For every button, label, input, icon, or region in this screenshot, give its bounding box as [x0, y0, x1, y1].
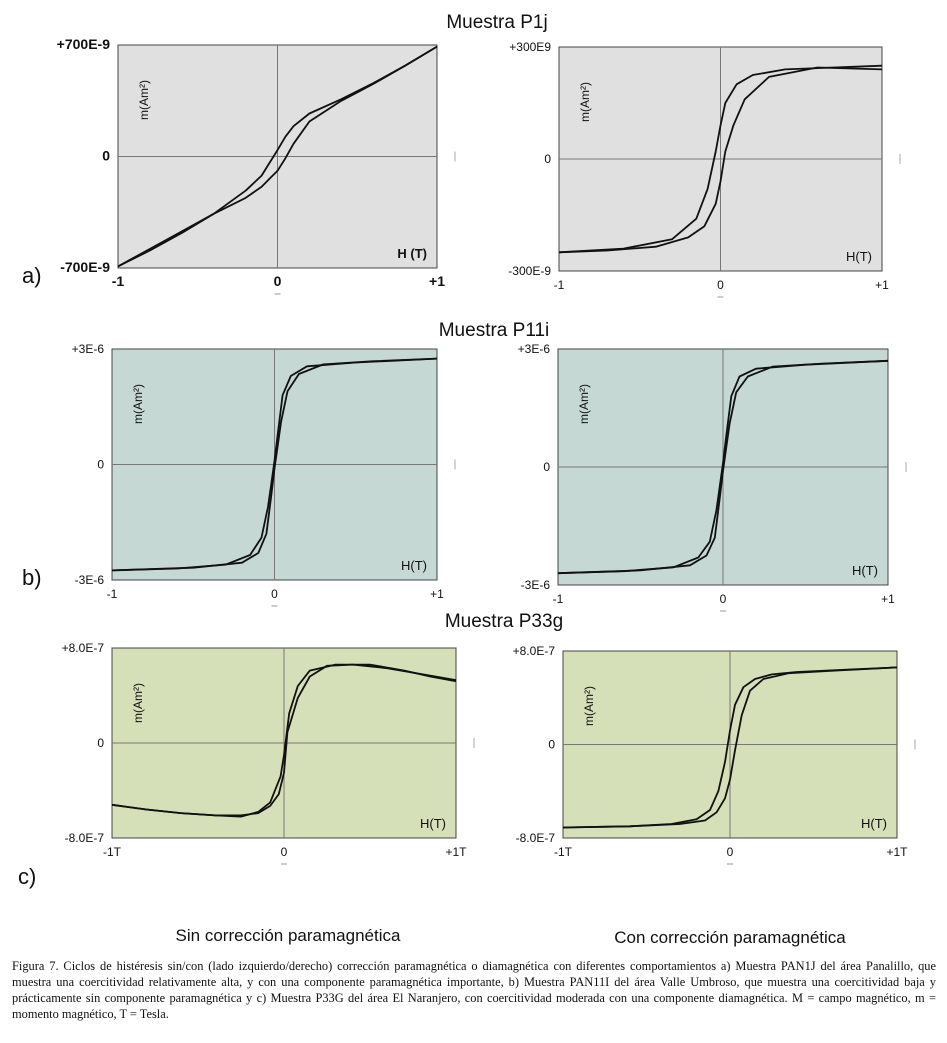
y-tick-label: +700E-9 [57, 36, 111, 52]
row-letter-c: c) [18, 864, 36, 889]
title-muestra-p11i: Muestra P11i [439, 320, 550, 341]
x-tick-label: 0 [271, 587, 278, 601]
row-letter-b: b) [22, 565, 42, 590]
series-line-branch-descending [557, 359, 889, 575]
x-tick-label: -1 [554, 278, 565, 292]
y-axis-label: m(Am²) [137, 80, 151, 120]
y-tick-label: +3E-6 [518, 342, 551, 356]
series-line-branch-ascending [117, 45, 438, 268]
chart-panel-c-right: +8.0E-7 0 -8.0E-7-1T 0 +1T H(T) m(Am²) [513, 644, 916, 865]
y-axis-label: m(Am²) [578, 82, 592, 122]
y-tick-label: +8.0E-7 [513, 644, 556, 658]
x-tick-label: -1T [554, 845, 573, 859]
title-muestra-p1j: Muestra P1j [446, 12, 547, 33]
y-tick-label: 0 [102, 148, 110, 164]
title-muestra-p33g: Muestra P33g [445, 611, 563, 632]
y-tick-label: -300E-9 [508, 264, 551, 278]
y-tick-label: 0 [97, 458, 104, 472]
x-tick-label: 0 [281, 845, 288, 859]
x-tick-label: -1 [553, 592, 564, 606]
chart-panel-a-right: +300E9 0 -300E-9-1 0 +1H(T) m(Am²) [508, 40, 901, 298]
series-line-branch-descending [558, 64, 883, 254]
series-line-branch-ascending [111, 357, 438, 572]
x-tick-label: +1 [881, 592, 895, 606]
figure-caption: Figura 7. Ciclos de histéresis sin/con (… [12, 959, 936, 1021]
y-tick-label: +8.0E-7 [62, 641, 105, 655]
y-tick-label: +300E9 [509, 40, 551, 54]
x-tick-label: +1 [430, 587, 444, 601]
y-tick-label: 0 [543, 460, 550, 474]
x-tick-label: +1 [875, 278, 889, 292]
y-tick-label: 0 [544, 152, 551, 166]
row-letter-a: a) [22, 263, 42, 288]
x-tick-label: 0 [717, 278, 724, 292]
series-line-branch-ascending [111, 663, 457, 817]
hysteresis-figure: Muestra P1j Muestra P11i Muestra P33g a)… [18, 12, 916, 947]
column-label-right: Con corrección paramagnética [614, 928, 846, 947]
y-axis-label: m(Am²) [577, 384, 591, 424]
y-tick-label: +3E-6 [72, 342, 105, 356]
x-tick-label: +1T [886, 845, 908, 859]
y-tick-label: -3E-6 [521, 578, 551, 592]
x-axis-label: H(T) [861, 816, 887, 831]
x-axis-label: H(T) [852, 563, 878, 578]
chart-panel-b-right: +3E-6 0 -3E-6-1 0 +1H(T) m(Am²) [518, 342, 907, 612]
series-line-branch-ascending [557, 359, 889, 575]
x-tick-label: 0 [727, 845, 734, 859]
chart-panel-a-left: +700E-9 0 -700E-9-1 0 +1H (T) m(Am²) [57, 36, 456, 295]
y-tick-label: 0 [97, 736, 104, 750]
y-tick-label: -700E-9 [60, 259, 110, 275]
x-tick-label: +1T [445, 845, 467, 859]
x-axis-label: H(T) [420, 816, 446, 831]
y-tick-label: 0 [548, 738, 555, 752]
column-label-left: Sin corrección paramagnética [176, 926, 401, 945]
x-axis-label: H (T) [397, 246, 427, 261]
series-line-branch-descending [111, 357, 438, 572]
y-tick-label: -3E-6 [75, 573, 105, 587]
x-tick-label: +1 [429, 273, 445, 289]
x-tick-label: -1 [112, 273, 125, 289]
x-tick-label: 0 [274, 273, 282, 289]
y-axis-label: m(Am²) [131, 384, 145, 424]
y-axis-label: m(Am²) [131, 683, 145, 723]
x-tick-label: -1 [107, 587, 118, 601]
y-tick-label: -8.0E-7 [516, 831, 556, 845]
series-line-branch-ascending [562, 666, 898, 829]
series-line-branch-descending [117, 45, 438, 268]
y-tick-label: -8.0E-7 [65, 831, 105, 845]
x-axis-label: H(T) [846, 249, 872, 264]
y-axis-label: m(Am²) [582, 686, 596, 726]
x-tick-label: -1T [103, 845, 122, 859]
series-line-branch-ascending [558, 66, 883, 254]
x-tick-label: 0 [720, 592, 727, 606]
x-axis-label: H(T) [401, 558, 427, 573]
chart-panel-c-left: +8.0E-7 0 -8.0E-7-1T 0 +1T H(T) m(Am²) [62, 641, 475, 865]
chart-panel-b-left: +3E-6 0 -3E-6-1 0 +1H(T) m(Am²) [72, 342, 456, 607]
